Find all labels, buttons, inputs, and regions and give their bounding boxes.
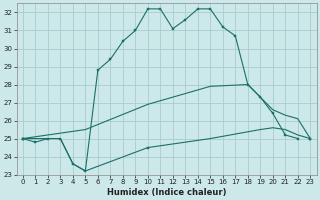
X-axis label: Humidex (Indice chaleur): Humidex (Indice chaleur) [107, 188, 226, 197]
